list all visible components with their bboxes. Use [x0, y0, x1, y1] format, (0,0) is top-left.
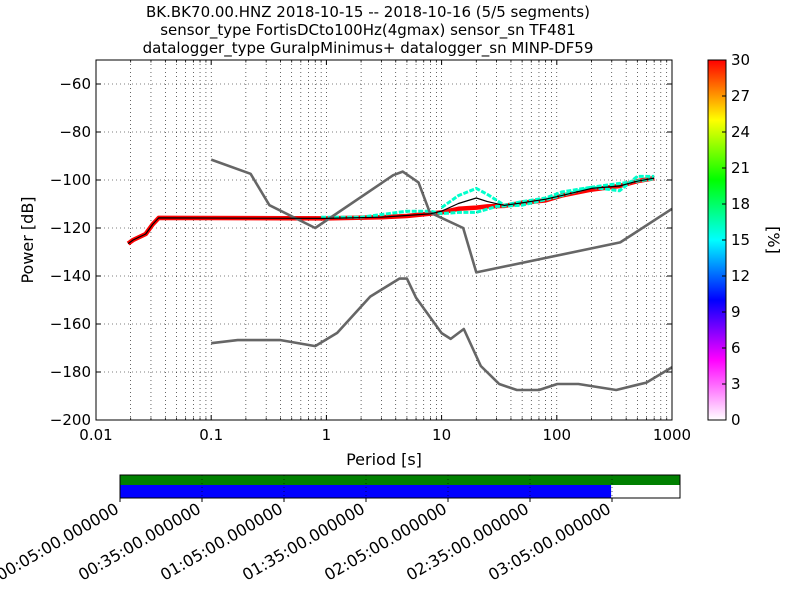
plot-background — [96, 60, 672, 420]
colorbar-tick-label: 21 — [731, 159, 750, 177]
colorbar-tick-label: 0 — [731, 411, 741, 429]
title-line-network: BK.BK70.00.HNZ 2018-10-15 -- 2018-10-16 … — [146, 3, 590, 21]
coverage-frame-bar — [120, 475, 680, 485]
y-tick-label: −60 — [59, 75, 91, 93]
x-tick-label: 10 — [432, 426, 451, 444]
x-tick-label: 1000 — [653, 426, 691, 444]
colorbar-tick-label: 3 — [731, 375, 741, 393]
coverage-data-bar — [120, 485, 612, 498]
new-low-noise-model-line — [211, 277, 673, 392]
coverage-outline — [119, 474, 681, 499]
y-tick-label: −180 — [50, 363, 91, 381]
y-tick-label: −140 — [50, 267, 91, 285]
colorbar-tick-label: 24 — [731, 123, 750, 141]
colorbar-tick-label: 27 — [731, 87, 750, 105]
y-axis-ticks: −60 −80 −100 −120 −140 −160 −180 −200 — [50, 75, 672, 429]
x-axis-label: Period [s] — [346, 450, 422, 469]
title-line-datalogger: datalogger_type GuralpMinimus+ datalogge… — [143, 39, 594, 58]
y-tick-label: −200 — [50, 411, 91, 429]
plot-frame — [95, 59, 673, 421]
y-tick-label: −120 — [50, 219, 91, 237]
colorbar-tick-label: 9 — [731, 303, 741, 321]
colorbar-tick-label: 18 — [731, 195, 750, 213]
colorbar: 0 3 6 9 12 15 18 21 24 27 30 [%] — [707, 51, 783, 429]
colorbar-label: [%] — [764, 226, 783, 254]
x-tick-label: 0.1 — [199, 426, 223, 444]
colorbar-tick-label: 12 — [731, 267, 750, 285]
x-tick-label: 100 — [542, 426, 571, 444]
y-tick-label: −80 — [59, 123, 91, 141]
ppsd-plot-area: 0.01 0.1 1 10 100 1000 −60 −80 −100 −120 −140 −160… — [18, 59, 691, 469]
title-line-sensor: sensor_type FortisDCto100Hz(4gmax) senso… — [160, 21, 576, 40]
y-axis-label: Power [dB] — [18, 196, 37, 283]
colorbar-tick-label: 30 — [731, 51, 750, 69]
colorbar-tick-label: 6 — [731, 339, 741, 357]
grid-lines — [96, 60, 672, 420]
density-band-secondary — [440, 174, 655, 209]
new-high-noise-model-line — [210, 158, 673, 274]
x-axis-ticks: 0.01 0.1 1 10 100 1000 — [79, 60, 691, 444]
colorbar-ticks: 0 3 6 9 12 15 18 21 24 27 30 — [722, 51, 750, 429]
colorbar-tick-label: 15 — [731, 231, 750, 249]
y-tick-label: −100 — [50, 171, 91, 189]
data-coverage-bar: 00:05:00.00000000:35:00.00000001:05:00.0… — [0, 474, 681, 584]
figure-title: BK.BK70.00.HNZ 2018-10-15 -- 2018-10-16 … — [143, 3, 594, 58]
x-tick-label: 0.01 — [79, 426, 112, 444]
y-tick-label: −160 — [50, 315, 91, 333]
x-tick-label: 1 — [322, 426, 332, 444]
mean-line — [127, 177, 655, 245]
model-lines — [127, 158, 673, 392]
